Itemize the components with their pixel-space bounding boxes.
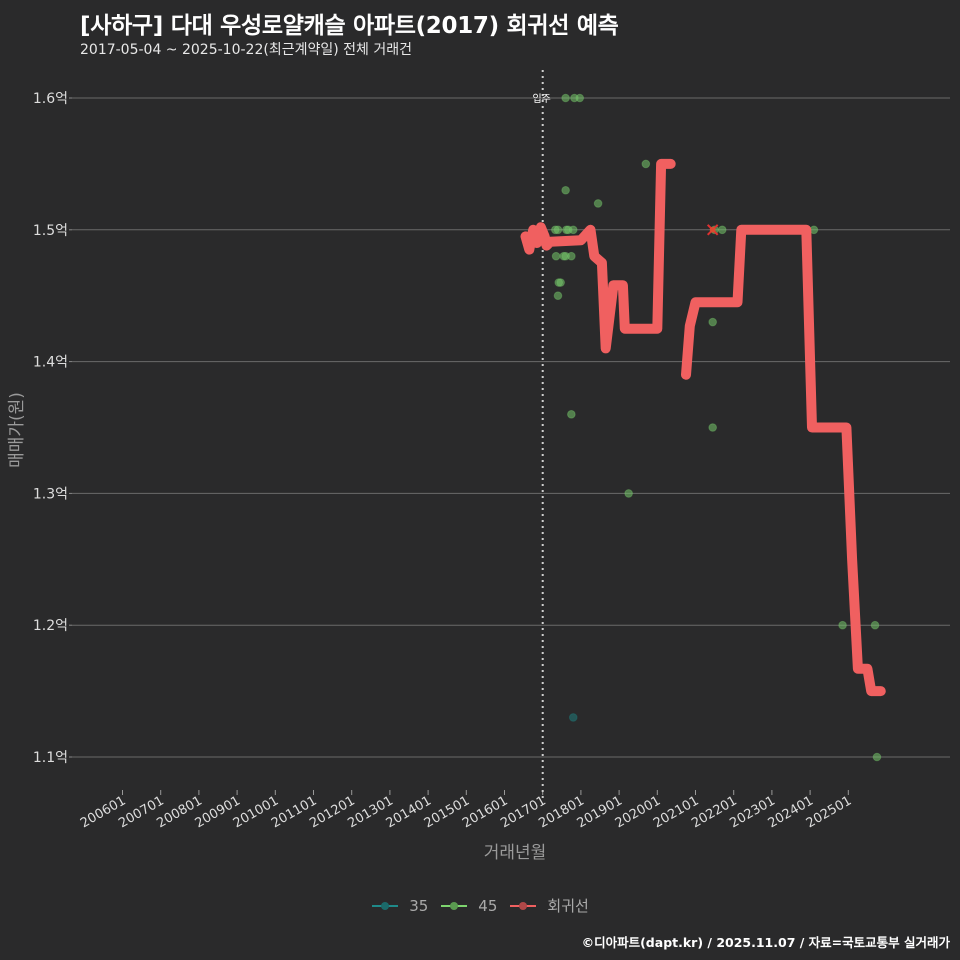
data-point <box>872 752 882 762</box>
data-point <box>568 225 578 235</box>
gridlines <box>72 97 950 758</box>
x-axis-title: 거래년월 <box>484 843 547 863</box>
data-point <box>717 225 727 235</box>
y-tick-label: 1.5억 <box>33 223 68 239</box>
data-points <box>551 93 882 762</box>
legend-item-35: 35 <box>371 897 428 915</box>
chart-subtitle: 2017-05-04 ~ 2025-10-22(최근계약일) 전체 거래건 <box>80 42 412 58</box>
move-in-label: 입주 <box>532 92 550 105</box>
data-point <box>838 620 847 630</box>
legend-key-icon <box>509 899 537 913</box>
x-axis-ticks: 2006012007012008012009012010012011012012… <box>78 790 854 831</box>
legend-item-45: 45 <box>440 897 497 915</box>
data-point <box>567 251 576 261</box>
data-point <box>556 278 565 287</box>
data-point <box>568 713 578 722</box>
data-point <box>624 489 633 498</box>
data-point <box>553 291 563 301</box>
legend-label: 45 <box>478 896 498 915</box>
legend-item-regression: 회귀선 <box>509 895 589 916</box>
legend-label: 35 <box>409 896 429 915</box>
y-tick-label: 1.4억 <box>33 355 68 371</box>
data-point <box>870 620 880 630</box>
data-point <box>593 199 603 208</box>
data-point <box>561 93 570 103</box>
y-tick-label: 1.1억 <box>33 750 68 766</box>
data-point <box>561 185 570 195</box>
data-point <box>553 225 563 235</box>
legend-key-icon <box>371 899 399 913</box>
data-point <box>551 251 561 261</box>
y-tick-label: 1.3억 <box>33 486 68 502</box>
data-point <box>575 93 585 103</box>
y-tick-label: 1.6억 <box>33 91 68 107</box>
y-axis-ticks: 1.1억 1.2억 1.3억 1.4억 1.5억 1.6억 <box>33 91 72 766</box>
regression-line <box>520 158 886 697</box>
data-point <box>567 410 576 419</box>
data-point <box>641 159 651 169</box>
y-axis-title: 매매가(원) <box>7 392 27 468</box>
legend-key-icon <box>440 899 468 913</box>
chart-title: [사하구] 다대 우성로얄캐슬 아파트(2017) 회귀선 예측 <box>80 13 619 39</box>
source-credit: ©디아파트(dapt.kr) / 2025.11.07 / 자료=국토교통부 실… <box>581 935 950 950</box>
legend: 35 45 회귀선 <box>0 895 960 916</box>
data-point <box>708 317 717 327</box>
legend-label: 회귀선 <box>547 897 589 915</box>
x-marker-icon <box>706 224 719 236</box>
data-point <box>708 423 717 432</box>
y-tick-label: 1.2억 <box>33 618 68 634</box>
